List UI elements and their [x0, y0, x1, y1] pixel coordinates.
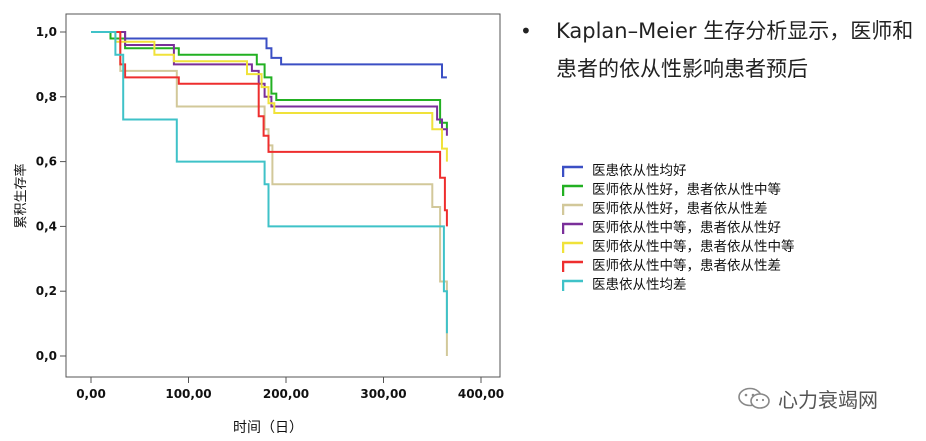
y-tick-label: 0,6 [36, 155, 57, 169]
watermark-text: 心力衰竭网 [778, 388, 878, 412]
series-line-7 [91, 31, 448, 334]
x-tick-label: 0,00 [76, 387, 106, 401]
legend-label: 医患依从性均好 [592, 163, 687, 179]
y-tick-label: 0,2 [36, 284, 57, 298]
legend-swatch-icon [562, 203, 583, 215]
wechat-icon [738, 387, 770, 409]
plot-frame [65, 13, 501, 378]
x-tick-label: 200,00 [263, 387, 309, 401]
y-axis-title: 累积生存率 [13, 163, 29, 228]
x-tick-label: 400,00 [458, 387, 504, 401]
legend-label: 医师依从性中等，患者依从性差 [592, 258, 781, 274]
legend-label: 医师依从性好，患者依从性中等 [592, 182, 781, 198]
legend-label: 医师依从性好，患者依从性差 [592, 201, 768, 217]
y-tick-label: 0,4 [36, 219, 57, 233]
legend-label: 医患依从性均差 [592, 277, 687, 293]
legend-swatch-icon [562, 165, 583, 177]
x-axis-title: 时间（日） [233, 420, 303, 436]
x-tick-label: 100,00 [165, 387, 211, 401]
legend-swatch-icon [562, 184, 583, 196]
legend-label: 医师依从性中等，患者依从性好 [592, 220, 781, 236]
legend-swatch-icon [562, 241, 583, 253]
y-tick-label: 1,0 [36, 25, 57, 39]
y-tick-label: 0,0 [36, 349, 57, 363]
legend-swatch-icon [562, 279, 583, 291]
x-tick-label: 300,00 [360, 387, 406, 401]
series-line-5 [91, 31, 448, 162]
series-line-4 [91, 31, 448, 136]
series-line-6 [91, 31, 448, 227]
bullet-dot-icon: • [520, 19, 532, 43]
summary-text: Kaplan–Meier 生存分析显示，医师和患者的依从性影响患者预后 [556, 19, 914, 81]
legend-swatch-icon [562, 260, 583, 272]
legend-label: 医师依从性中等，患者依从性中等 [592, 239, 795, 255]
y-tick-label: 0,8 [36, 90, 57, 104]
legend-swatch-icon [562, 222, 583, 234]
